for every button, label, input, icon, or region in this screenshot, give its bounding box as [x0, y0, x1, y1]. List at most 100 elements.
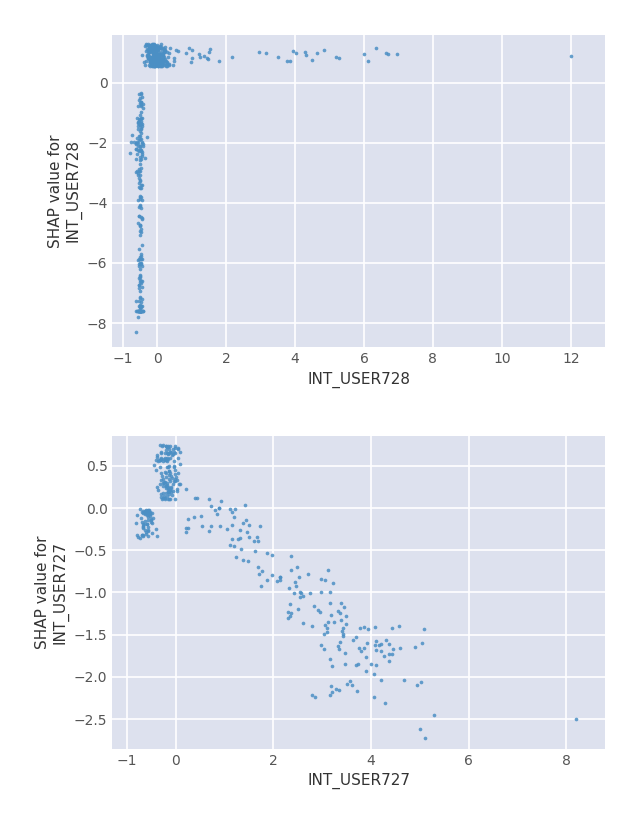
- Point: [134, 252, 144, 265]
- Point: [134, 209, 145, 222]
- Point: [288, 44, 298, 58]
- Point: [143, 51, 154, 64]
- Point: [229, 539, 239, 552]
- Point: [206, 519, 216, 532]
- Point: [159, 475, 169, 488]
- Point: [133, 117, 143, 130]
- Point: [381, 47, 392, 60]
- Point: [135, 200, 145, 213]
- Point: [160, 492, 170, 505]
- Point: [379, 649, 389, 662]
- Point: [134, 304, 145, 317]
- Point: [419, 622, 429, 635]
- Point: [134, 132, 145, 145]
- Point: [140, 523, 150, 536]
- Point: [141, 49, 152, 63]
- Point: [135, 124, 145, 138]
- Point: [170, 447, 180, 460]
- Point: [136, 87, 146, 100]
- Point: [132, 508, 142, 522]
- Point: [215, 519, 225, 532]
- Point: [155, 58, 165, 71]
- Point: [143, 40, 154, 54]
- Point: [160, 44, 170, 58]
- Point: [410, 640, 420, 653]
- Point: [143, 51, 153, 64]
- Point: [136, 304, 146, 317]
- Point: [147, 41, 157, 54]
- Point: [154, 50, 164, 63]
- Point: [148, 38, 159, 51]
- Point: [225, 538, 236, 551]
- Point: [136, 274, 146, 288]
- Point: [202, 52, 212, 65]
- Point: [363, 622, 373, 635]
- Point: [147, 52, 157, 65]
- Point: [292, 561, 303, 574]
- Point: [184, 42, 195, 55]
- Point: [153, 55, 163, 68]
- Point: [134, 200, 144, 213]
- Point: [150, 40, 161, 53]
- Point: [160, 52, 170, 65]
- Point: [162, 441, 172, 454]
- Point: [147, 527, 157, 540]
- Point: [149, 458, 159, 471]
- Point: [164, 47, 174, 60]
- Point: [151, 50, 161, 63]
- Point: [148, 49, 159, 63]
- Point: [143, 38, 153, 51]
- Point: [295, 590, 305, 603]
- Point: [135, 219, 145, 232]
- Point: [159, 50, 170, 63]
- Point: [132, 147, 142, 161]
- Point: [133, 253, 143, 266]
- Point: [134, 113, 144, 126]
- Point: [136, 122, 146, 135]
- Point: [131, 152, 141, 165]
- Point: [164, 485, 175, 498]
- Point: [136, 304, 146, 317]
- Point: [132, 136, 143, 149]
- Point: [144, 504, 154, 517]
- Point: [143, 513, 154, 526]
- Point: [134, 304, 145, 317]
- Point: [149, 59, 159, 73]
- Point: [162, 440, 172, 453]
- Point: [283, 611, 293, 625]
- Point: [370, 638, 380, 651]
- Point: [150, 55, 161, 68]
- Point: [135, 284, 145, 297]
- Point: [136, 304, 146, 317]
- Point: [147, 38, 157, 51]
- Point: [164, 460, 174, 473]
- Point: [340, 617, 351, 630]
- Point: [206, 499, 216, 513]
- Point: [230, 503, 240, 516]
- Point: [134, 129, 145, 143]
- Point: [149, 54, 159, 68]
- Point: [312, 46, 323, 59]
- Point: [152, 52, 162, 65]
- Point: [348, 634, 358, 647]
- Point: [160, 466, 170, 479]
- Point: [134, 304, 144, 317]
- Point: [307, 619, 317, 632]
- Point: [170, 493, 180, 506]
- Point: [416, 676, 426, 689]
- Point: [143, 523, 153, 536]
- Point: [399, 673, 409, 686]
- Point: [152, 52, 162, 65]
- Point: [144, 51, 154, 64]
- Point: [227, 51, 237, 64]
- Point: [300, 45, 310, 59]
- Point: [145, 42, 156, 55]
- Point: [154, 454, 164, 467]
- Point: [330, 50, 340, 63]
- Point: [136, 202, 146, 215]
- Point: [138, 507, 148, 520]
- Point: [154, 49, 164, 63]
- Point: [156, 473, 166, 486]
- Point: [154, 40, 164, 54]
- Point: [164, 488, 174, 501]
